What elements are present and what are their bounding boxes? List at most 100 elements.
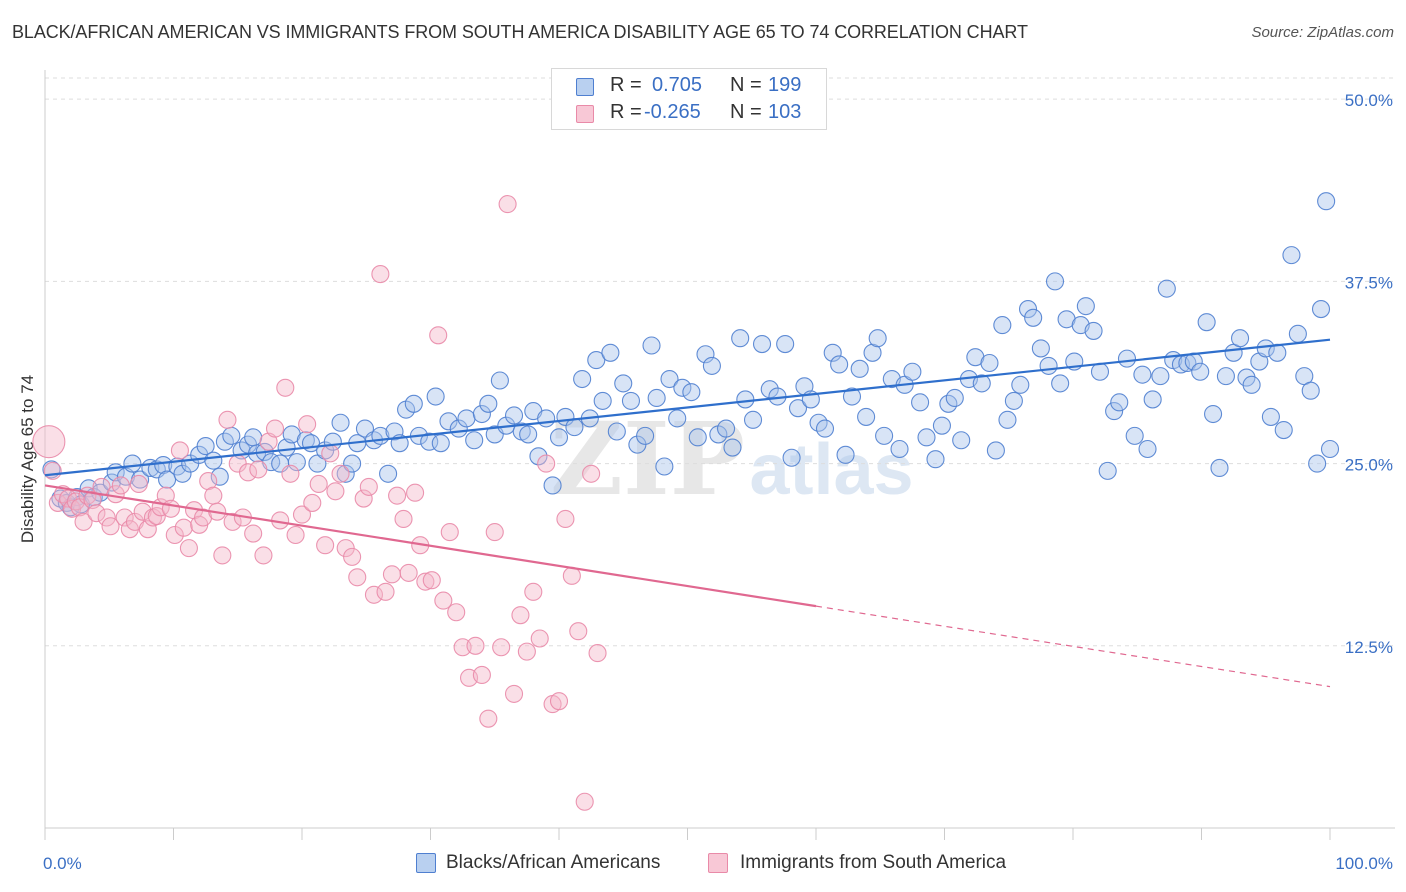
point-blacks xyxy=(123,454,142,473)
point-blacks xyxy=(842,387,862,406)
point-immigrants xyxy=(348,568,367,587)
point-immigrants xyxy=(498,195,517,214)
point-blacks xyxy=(1024,308,1043,327)
point-blacks xyxy=(1308,454,1327,473)
bottom-legend-label: Blacks/African Americans xyxy=(446,852,661,873)
point-blacks xyxy=(1191,362,1210,381)
point-immigrants xyxy=(331,464,350,483)
point-blacks xyxy=(636,426,655,445)
point-immigrants xyxy=(170,441,189,460)
point-immigrants xyxy=(254,546,273,565)
point-blacks xyxy=(404,394,423,413)
point-immigrants xyxy=(429,326,448,345)
point-blacks xyxy=(549,428,569,447)
point-blacks xyxy=(1301,381,1320,400)
point-blacks xyxy=(573,369,592,389)
point-immigrants xyxy=(434,591,453,610)
point-blacks xyxy=(993,316,1012,335)
point-blacks xyxy=(1216,367,1235,386)
bottom-legend-swatch-blue xyxy=(416,853,436,873)
point-blacks xyxy=(1110,393,1129,412)
point-blacks xyxy=(903,362,922,381)
legend-swatch-blue xyxy=(576,78,594,96)
point-blacks xyxy=(1282,246,1301,265)
point-blacks xyxy=(543,476,562,495)
point-blacks xyxy=(565,418,584,437)
x-tick-label-max: 100.0% xyxy=(1335,854,1393,873)
point-blacks xyxy=(1138,439,1157,459)
point-blacks xyxy=(836,445,855,464)
point-blacks xyxy=(660,369,679,389)
point-immigrants xyxy=(321,444,340,463)
point-immigrants xyxy=(416,572,435,591)
point-immigrants xyxy=(147,507,166,526)
point-blacks xyxy=(379,464,398,483)
point-blacks xyxy=(830,355,849,374)
point-immigrants xyxy=(101,517,120,536)
point-blacks xyxy=(336,464,355,483)
point-blacks xyxy=(1274,420,1293,440)
point-blacks xyxy=(945,388,964,408)
point-blacks xyxy=(173,464,192,483)
point-blacks xyxy=(614,374,633,393)
point-immigrants xyxy=(87,504,106,523)
legend-swatch-pink xyxy=(576,105,594,123)
point-blacks xyxy=(1317,192,1336,211)
point-blacks xyxy=(439,412,458,431)
point-blacks xyxy=(465,431,484,450)
legend-n-value: 103 xyxy=(768,101,802,123)
point-immigrants xyxy=(259,432,278,451)
point-blacks xyxy=(723,438,742,457)
legend-n-label: N = xyxy=(730,74,762,96)
trend-line-immigrants xyxy=(44,484,817,608)
point-blacks xyxy=(1090,362,1110,381)
point-blacks xyxy=(857,407,876,426)
point-blacks xyxy=(287,453,306,472)
point-immigrants xyxy=(179,539,198,558)
point-immigrants xyxy=(276,378,295,397)
point-blacks xyxy=(702,356,721,375)
point-immigrants xyxy=(588,644,607,663)
point-blacks xyxy=(688,428,707,447)
y-tick-label: 37.5% xyxy=(1345,273,1393,292)
point-blacks xyxy=(621,391,641,410)
point-blacks xyxy=(1045,272,1065,291)
point-immigrants xyxy=(556,509,575,529)
point-blacks xyxy=(642,336,661,355)
point-blacks xyxy=(1288,324,1307,343)
point-blacks xyxy=(655,457,674,476)
point-immigrants xyxy=(218,410,237,429)
point-blacks xyxy=(647,388,666,408)
legend-row-immigrants: R = -0.265 N = 103 xyxy=(552,101,826,127)
legend-r-label: R = xyxy=(610,101,642,123)
point-immigrants xyxy=(32,425,66,459)
point-blacks xyxy=(875,426,894,445)
point-immigrants xyxy=(343,547,362,566)
point-blacks xyxy=(736,390,755,409)
point-immigrants xyxy=(394,509,413,529)
point-blacks xyxy=(1231,329,1250,348)
x-tick-label-min: 0.0% xyxy=(43,854,82,873)
point-immigrants xyxy=(517,642,536,661)
point-blacks xyxy=(850,359,869,378)
point-blacks xyxy=(743,410,763,429)
point-blacks xyxy=(519,425,538,444)
point-immigrants xyxy=(138,520,157,539)
point-immigrants xyxy=(359,477,378,496)
point-blacks xyxy=(1204,404,1223,424)
stats-legend: R = 0.705 N = 199 R = -0.265 N = 103 xyxy=(551,68,827,130)
point-blacks xyxy=(1151,367,1170,386)
point-immigrants xyxy=(111,476,130,495)
point-immigrants xyxy=(292,505,312,524)
point-blacks xyxy=(1197,313,1216,332)
y-tick-label: 25.0% xyxy=(1345,456,1393,475)
point-blacks xyxy=(696,345,715,364)
point-blacks xyxy=(431,434,450,453)
point-blacks xyxy=(490,371,509,390)
point-blacks xyxy=(222,426,241,445)
point-immigrants xyxy=(582,464,601,483)
point-immigrants xyxy=(388,486,407,505)
point-immigrants xyxy=(399,563,418,582)
point-blacks xyxy=(1133,365,1152,384)
point-blacks xyxy=(980,353,999,373)
